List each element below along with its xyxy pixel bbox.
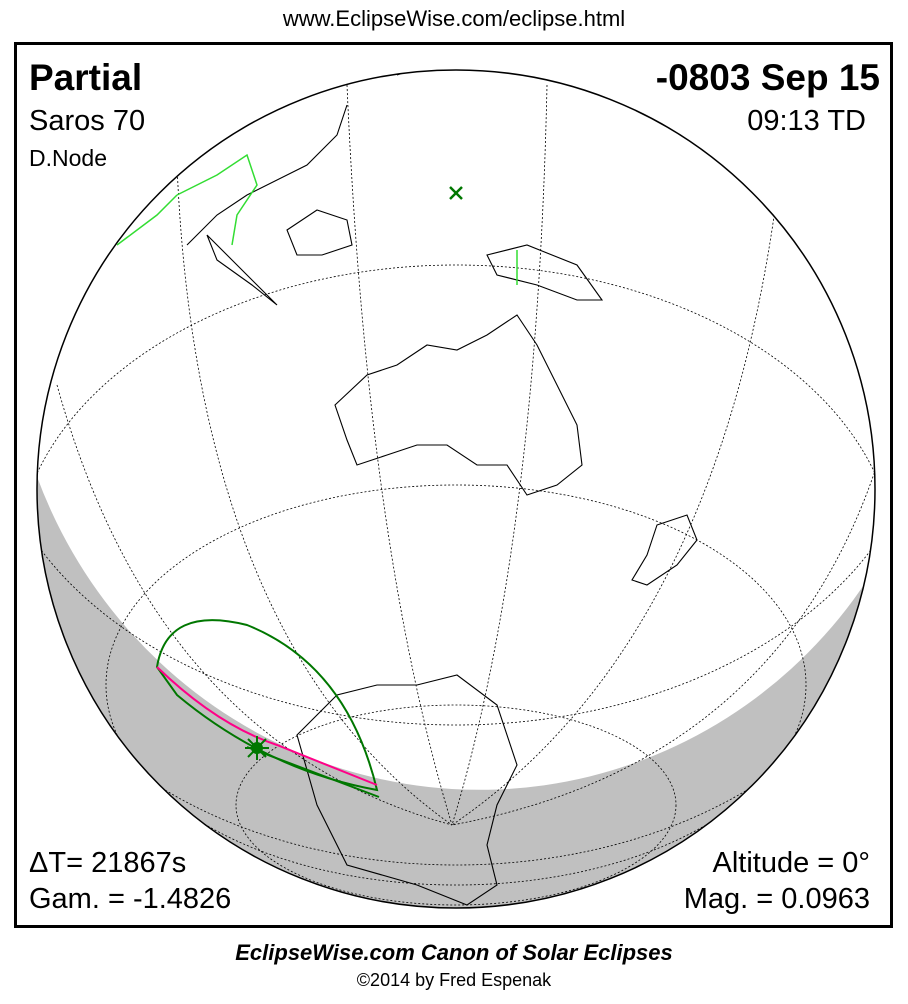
saros: Saros 70 [29,105,146,137]
source-url: www.EclipseWise.com/eclipse.html [282,6,626,31]
footer-copyright: ©2014 by Fred Espenak [356,970,552,990]
gamma: Gam. = -1.4826 [29,883,232,915]
subsolar-x-icon [449,186,463,200]
sumatra [206,234,278,306]
borneo [286,209,353,256]
eclipse-time: 09:13 TD [747,105,866,137]
new-zealand [631,514,698,586]
greatest-eclipse-star-icon [245,736,269,760]
globe-map [36,69,876,909]
antarctica [296,674,518,906]
graticule [37,70,875,906]
globe-outline [36,69,876,909]
max-eclipse-path [156,666,378,786]
new-guinea [486,244,604,301]
eclipse-type: Partial [29,57,143,98]
node: D.Node [29,145,107,171]
delta-t: ΔT= 21867s [29,847,187,879]
eclipse-date: -0803 Sep 15 [655,57,880,98]
northern-limit [246,746,380,798]
map-frame: Partial -0803 Sep 15 Saros 70 09:13 TD D… [14,42,893,928]
footer-title: EclipseWise.com Canon of Solar Eclipses [235,940,673,965]
asia-coast [186,104,348,246]
coastlines [186,70,698,906]
altitude: Altitude = 0° [712,847,870,879]
australia [334,314,583,496]
magnitude: Mag. = 0.0963 [683,883,870,915]
